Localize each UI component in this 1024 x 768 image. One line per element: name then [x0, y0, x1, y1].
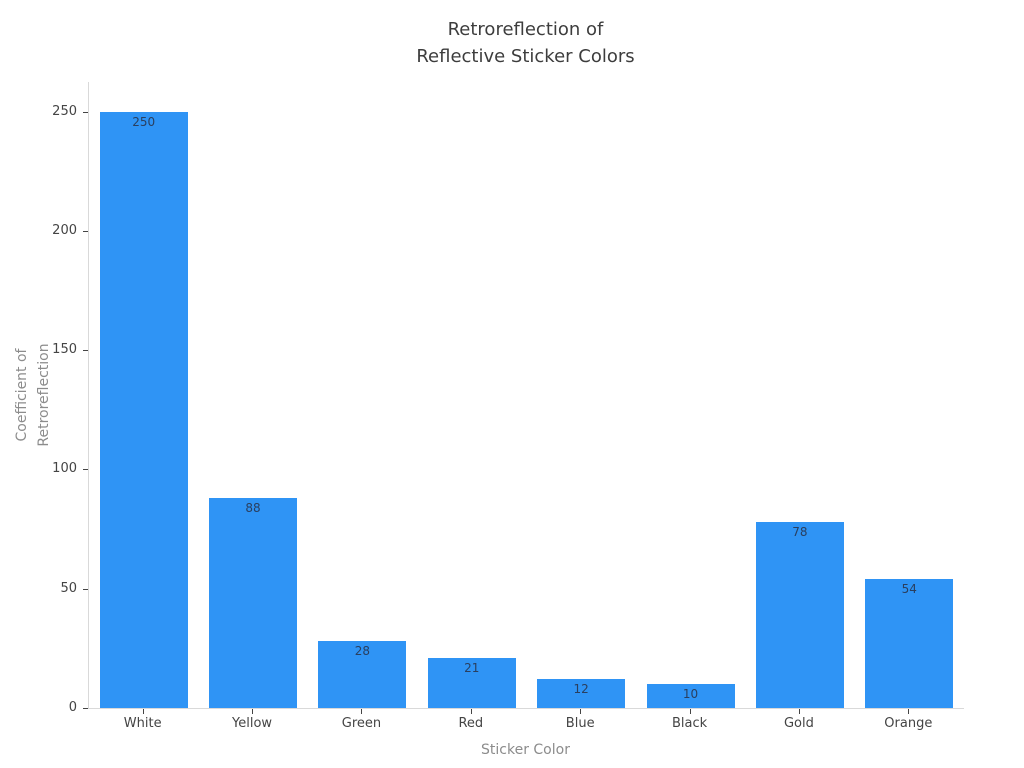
x-tick-label-white: White [123, 716, 162, 731]
y-tick-mark [83, 111, 88, 113]
y-tick-mark [83, 230, 88, 232]
x-tick-mark [142, 709, 144, 714]
bar-orange: 54 [865, 579, 954, 708]
x-axis-title: Sticker Color [481, 742, 570, 758]
x-tick-mark [470, 709, 472, 714]
bar-value-label: 250 [132, 114, 156, 129]
x-tick-mark [252, 709, 254, 714]
x-tick-label-red: Red [458, 716, 484, 731]
x-tick-mark [689, 709, 691, 714]
y-tick-mark [83, 469, 88, 471]
y-axis-title-line-1: Coefficient of [14, 348, 30, 442]
bar-black: 10 [646, 684, 735, 708]
x-tick-label-black: Black [671, 716, 708, 731]
bar-value-label: 10 [682, 687, 699, 702]
y-tick-mark [83, 588, 88, 590]
bar-blue: 12 [537, 679, 626, 708]
y-tick-label: 150 [52, 342, 77, 358]
x-tick-mark [798, 709, 800, 714]
bar-value-label: 21 [464, 660, 480, 675]
y-tick-label: 200 [52, 222, 77, 238]
y-tick-label: 100 [52, 461, 77, 477]
bar-value-label: 54 [901, 582, 917, 597]
x-tick-label-gold: Gold [783, 716, 814, 731]
bar-gold: 78 [755, 521, 844, 708]
y-tick-label: 0 [68, 700, 77, 716]
y-tick-mark [83, 708, 88, 709]
bar-value-label: 12 [573, 682, 589, 697]
chart-title: Retroreflection of Reflective Sticker Co… [88, 16, 963, 70]
x-tick-label-green: Green [341, 716, 382, 731]
y-tick-label: 50 [60, 580, 77, 596]
y-axis-title: Coefficient of Retroreflection [11, 343, 55, 446]
bar-value-label: 78 [792, 524, 808, 539]
y-axis-title-line-2: Retroreflection [36, 343, 52, 447]
bar-red: 21 [427, 657, 516, 708]
x-tick-label-orange: Orange [884, 716, 933, 731]
x-tick-mark [361, 709, 363, 714]
bar-yellow: 88 [209, 498, 298, 708]
bar-green: 28 [318, 641, 407, 708]
chart-title-line-1: Retroreflection of [447, 19, 604, 40]
bar-white: 250 [99, 111, 188, 708]
y-tick-mark [83, 350, 88, 352]
x-tick-label-yellow: Yellow [232, 716, 273, 731]
bar-value-label: 88 [245, 501, 261, 516]
x-tick-mark [580, 709, 582, 714]
plot-area: 250 88 28 21 12 10 78 54 [88, 82, 964, 709]
y-tick-label: 250 [52, 103, 77, 119]
x-tick-mark [908, 709, 910, 714]
bar-value-label: 28 [354, 644, 371, 659]
x-tick-label-blue: Blue [565, 716, 595, 731]
chart-title-line-2: Reflective Sticker Colors [416, 46, 635, 67]
